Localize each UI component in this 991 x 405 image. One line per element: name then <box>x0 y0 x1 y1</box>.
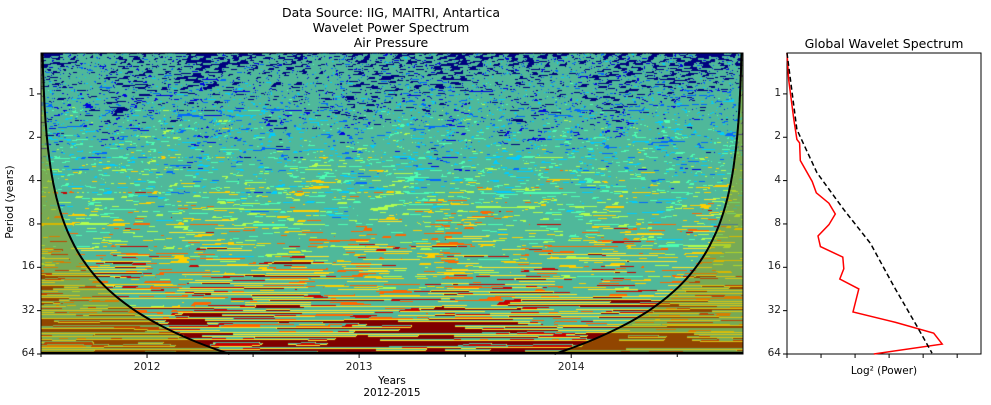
cone-of-influence-right <box>554 52 743 355</box>
x-tick-label: 2012 <box>133 361 161 373</box>
global-spectrum-title: Global Wavelet Spectrum <box>804 36 964 51</box>
y-tick-label: 16 <box>21 260 35 273</box>
x-axis-label: Years 2012-2015 <box>342 375 442 399</box>
global-spectrum-line <box>786 52 944 355</box>
global-y-tick-label: 8 <box>774 216 781 229</box>
cone-of-influence-left <box>41 52 230 355</box>
title-line-1: Data Source: IIG, MAITRI, Antartica <box>282 5 500 20</box>
global-y-tick-label: 64 <box>767 347 781 359</box>
wavelet-power-heatmap <box>41 53 743 354</box>
x-axis-label-main: Years <box>378 375 406 387</box>
y-tick-label: 64 <box>21 347 35 359</box>
global-y-tick-label: 2 <box>774 130 781 143</box>
global-y-tick-label: 32 <box>767 303 781 316</box>
title-line-3: Air Pressure <box>353 35 429 50</box>
main-plot-frame <box>40 52 744 355</box>
y-tick-label: 2 <box>28 130 35 143</box>
significance-dashed-line <box>786 52 933 354</box>
y-tick-label: 1 <box>28 86 35 99</box>
global-x-axis-label: Log² (Power) <box>850 365 918 377</box>
x-tick-label: 2013 <box>345 361 373 373</box>
main-title: Data Source: IIG, MAITRI, Antartica Wave… <box>241 5 541 50</box>
title-line-2: Wavelet Power Spectrum <box>312 20 470 35</box>
global-plot-frame <box>786 52 982 355</box>
y-tick-label: 8 <box>28 216 35 229</box>
y-tick-label: 32 <box>21 303 35 316</box>
x-axis-label-sub: 2012-2015 <box>363 387 421 399</box>
global-y-tick-label: 4 <box>774 173 781 186</box>
global-y-tick-label: 1 <box>774 86 781 99</box>
y-tick-label: 4 <box>28 173 35 186</box>
x-tick-label: 2014 <box>557 361 585 373</box>
global-y-tick-label: 16 <box>767 260 781 273</box>
